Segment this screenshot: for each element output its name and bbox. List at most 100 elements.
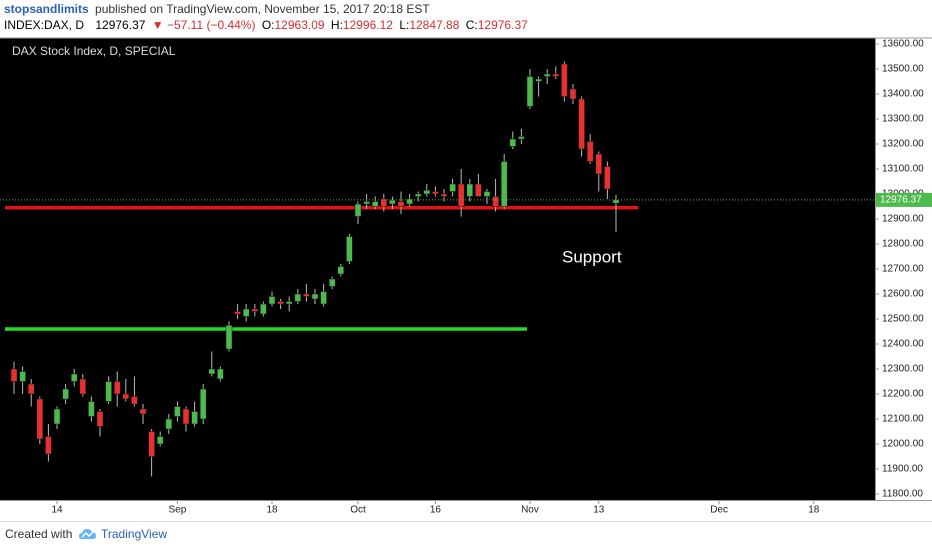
candle-body [363, 201, 370, 205]
candle-body [260, 303, 267, 315]
candle-body [337, 266, 345, 275]
candle-body [148, 431, 155, 457]
candle-body [561, 63, 568, 97]
candle-body [199, 388, 207, 420]
y-tick-label: 13600.00 [882, 39, 924, 50]
candle-body [518, 136, 525, 140]
header-line: stopsandlimits published on TradingView.… [4, 2, 430, 16]
candle-body [19, 371, 26, 382]
candle-body [346, 236, 353, 262]
candle-body [389, 200, 396, 205]
candle-body [595, 153, 603, 175]
chart-title: DAX Stock Index, D, SPECIAL [12, 44, 176, 58]
candle-body [191, 411, 198, 425]
candle-body [303, 293, 310, 297]
low-value: 12847.88 [409, 18, 459, 32]
candle-body [483, 191, 491, 197]
candle-body [225, 325, 233, 350]
candle-body [569, 88, 577, 100]
candle-body [449, 183, 456, 192]
annotation: Support [562, 247, 622, 266]
candle-body [380, 198, 388, 207]
y-tick-label: 12700.00 [882, 264, 924, 275]
candle-body [552, 73, 560, 77]
footer-brand[interactable]: TradingView [101, 527, 167, 541]
tv-logo[interactable] [79, 529, 96, 539]
author[interactable]: stopsandlimits [4, 2, 89, 16]
candle-body [122, 393, 130, 400]
candle-body [165, 418, 173, 430]
candle-body [543, 73, 551, 77]
y-tick-label: 11800.00 [882, 489, 923, 500]
x-tick-label: 18 [266, 505, 278, 516]
candle-body [371, 201, 379, 207]
y-tick-label: 13100.00 [882, 164, 924, 175]
candle-body [328, 278, 336, 287]
candle-body [475, 183, 482, 197]
candle-body [320, 291, 327, 305]
y-tick-label: 12900.00 [882, 214, 924, 225]
open-value: 12963.09 [275, 18, 325, 32]
x-tick-label: 13 [593, 505, 605, 516]
candle-body [234, 311, 241, 315]
published: published on TradingView.com, November 1… [95, 2, 430, 16]
y-tick-label: 12400.00 [882, 339, 924, 350]
symbol: INDEX:DAX, D [4, 18, 84, 32]
change: ▼ −57.11 (−0.44%) [152, 18, 256, 32]
y-tick-label: 13300.00 [882, 114, 924, 125]
x-tick-label: 14 [51, 505, 63, 516]
candle-body [311, 293, 319, 300]
candle-body [10, 368, 18, 382]
candle-body [414, 193, 422, 197]
x-tick-label: Nov [521, 505, 539, 516]
logo-line [81, 531, 94, 538]
candle-body [217, 368, 224, 380]
high-label: H: [331, 18, 343, 32]
x-tick-label: 16 [430, 505, 442, 516]
candle-body [113, 381, 121, 395]
candle-body [156, 436, 164, 445]
candle-body [105, 381, 112, 402]
candle-body [268, 296, 276, 305]
y-tick-label: 13500.00 [882, 64, 924, 75]
candle-body [208, 368, 216, 375]
y-tick-label: 12500.00 [882, 314, 924, 325]
plot: 11800.00 11900.00 12000.00 12100.00 12200.00… [0, 39, 932, 516]
x-tick-label: Sep [169, 505, 187, 516]
x-tick-label: Dec [710, 505, 728, 516]
candle-body [397, 201, 405, 207]
footer-created: Created with [5, 527, 72, 541]
candle-body [96, 411, 104, 427]
y-tick-label: 12200.00 [882, 389, 924, 400]
y-tick-label: 13200.00 [882, 139, 924, 150]
symbol-line: INDEX:DAX, D 12976.37 ▼ −57.11 (−0.44%) … [4, 18, 528, 32]
x-tick-label: Oct [350, 505, 366, 516]
candle-body [285, 301, 293, 305]
candle-body [53, 408, 61, 425]
last-price: 12976.37 [95, 18, 145, 32]
candle-body [526, 76, 534, 107]
candle-body [182, 408, 190, 425]
candle-body [88, 401, 95, 417]
last-price-label: 12976.37 [880, 195, 922, 206]
candle-body [294, 293, 302, 302]
candle-body [139, 408, 147, 415]
y-tick-label: 12300.00 [882, 364, 924, 375]
candle-body [423, 190, 431, 195]
candle-body [27, 383, 35, 395]
candle-body [432, 191, 439, 195]
plot-area [0, 38, 875, 500]
candle-body [45, 436, 52, 455]
candle-body [79, 378, 87, 395]
x-tick-label: 18 [808, 505, 820, 516]
candle-body [354, 203, 362, 217]
candle-body [457, 183, 465, 207]
candle-body [440, 193, 448, 197]
y-tick-label: 11900.00 [882, 464, 923, 475]
candle-body [174, 406, 181, 417]
y-tick-label: 13400.00 [882, 89, 924, 100]
candle-body [509, 138, 517, 147]
candle-body [251, 308, 259, 312]
